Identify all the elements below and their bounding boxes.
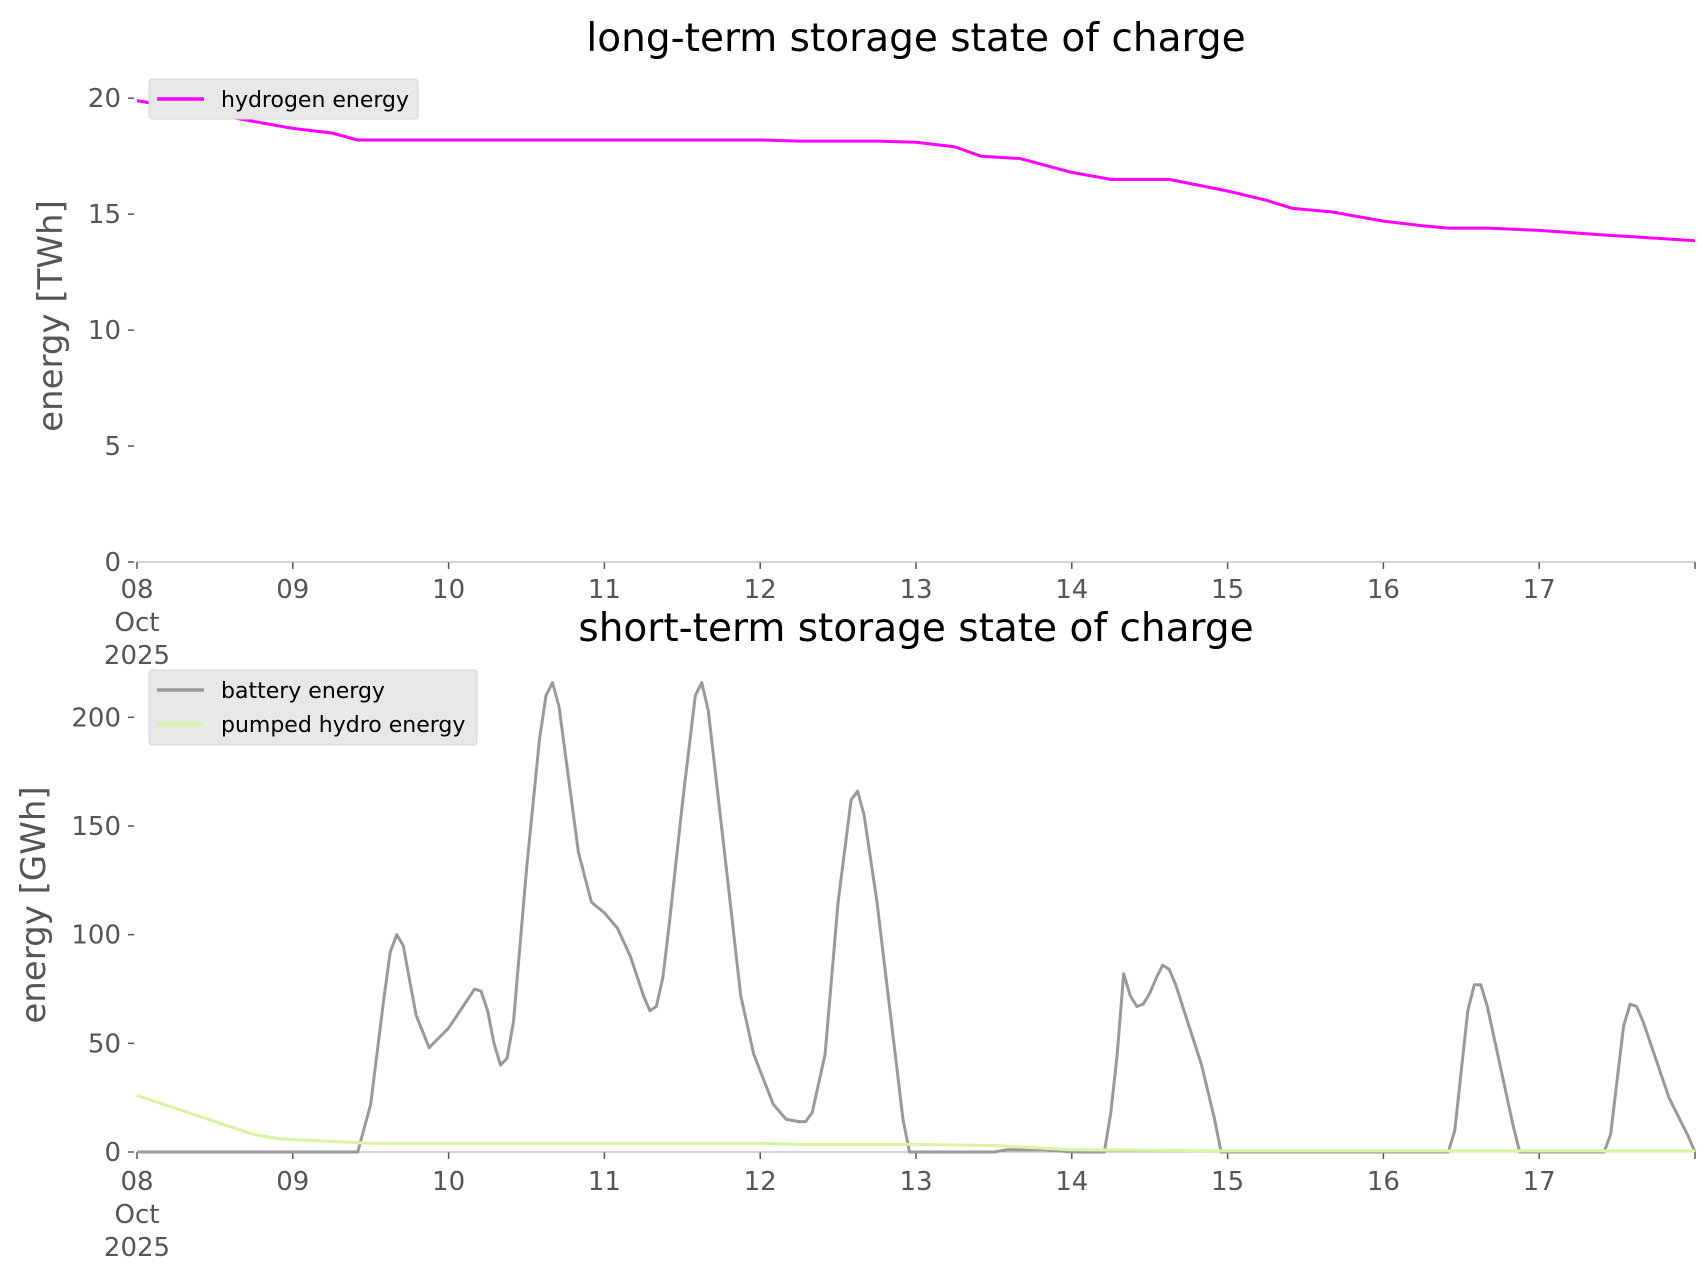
y-axis-ticks: 0 50 100 150 200: [71, 703, 1695, 1168]
y-tick-label: 5: [104, 432, 121, 462]
y-axis-ticks: 0 5 10 15 20: [88, 84, 1695, 578]
plot-lines: [136, 99, 1696, 243]
y-tick-label: 10: [88, 316, 121, 346]
plot-lines: [136, 681, 1697, 1154]
x-tick-label: 17: [1523, 575, 1556, 605]
series-line-pumped-hydro-energy: [136, 1094, 1695, 1153]
legend-label: hydrogen energy: [221, 88, 409, 113]
x-tick-label: 09: [276, 575, 309, 605]
y-tick-label: 15: [88, 200, 121, 230]
y-tick-label: 50: [88, 1029, 121, 1059]
y-tick-label: 100: [71, 921, 121, 951]
x-tick-label: 10: [432, 1167, 465, 1197]
x-tick-label: 10: [432, 575, 465, 605]
x-tick-label: 15: [1211, 575, 1244, 605]
legend-box: [148, 78, 419, 120]
y-tick-label: 0: [104, 1138, 121, 1168]
legend-label: pumped hydro energy: [221, 713, 465, 738]
series-line-battery-energy: [137, 681, 1697, 1154]
x-tick-label: 13: [899, 575, 932, 605]
legend-box: [148, 669, 478, 746]
y-tick-label: 0: [104, 548, 121, 578]
x-tick-label: 17: [1523, 1167, 1556, 1197]
x-tick-label: 14: [1055, 575, 1088, 605]
x-tick-label: 12: [744, 1167, 777, 1197]
x-tick-label: 16: [1367, 575, 1400, 605]
x-tick-label: 08 Oct 2025: [104, 1167, 170, 1263]
chart-title: short-term storage state of charge: [578, 606, 1253, 651]
x-tick-label: 12: [744, 575, 777, 605]
x-tick-label: 11: [588, 575, 621, 605]
chart-title: long-term storage state of charge: [586, 16, 1245, 61]
x-tick-label: 13: [899, 1167, 932, 1197]
long-term-storage-panel: long-term storage state of charge energy…: [31, 16, 1696, 671]
x-tick-label: 16: [1367, 1167, 1400, 1197]
x-axis-ticks: 08 Oct 2025 09 10 11 12 13 14 15 16 17: [104, 562, 1696, 671]
legend: battery energy pumped hydro energy: [148, 669, 478, 746]
x-tick-label: 11: [588, 1167, 621, 1197]
y-axis-label: energy [GWh]: [14, 786, 54, 1023]
x-axis-ticks: 08 Oct 2025 09 10 11 12 13 14 15 16 17: [104, 1152, 1696, 1263]
legend: hydrogen energy: [148, 78, 419, 120]
short-term-storage-panel: short-term storage state of charge energ…: [14, 606, 1697, 1263]
x-tick-label: 09: [276, 1167, 309, 1197]
y-axis-label: energy [TWh]: [31, 200, 71, 432]
x-tick-label: 15: [1211, 1167, 1244, 1197]
y-tick-label: 150: [71, 812, 121, 842]
x-tick-label: 08 Oct 2025: [104, 575, 170, 671]
x-tick-label: 14: [1055, 1167, 1088, 1197]
y-tick-label: 200: [71, 703, 121, 733]
y-tick-label: 20: [88, 84, 121, 114]
series-line-hydrogen-energy: [136, 99, 1696, 243]
legend-label: battery energy: [221, 679, 385, 704]
